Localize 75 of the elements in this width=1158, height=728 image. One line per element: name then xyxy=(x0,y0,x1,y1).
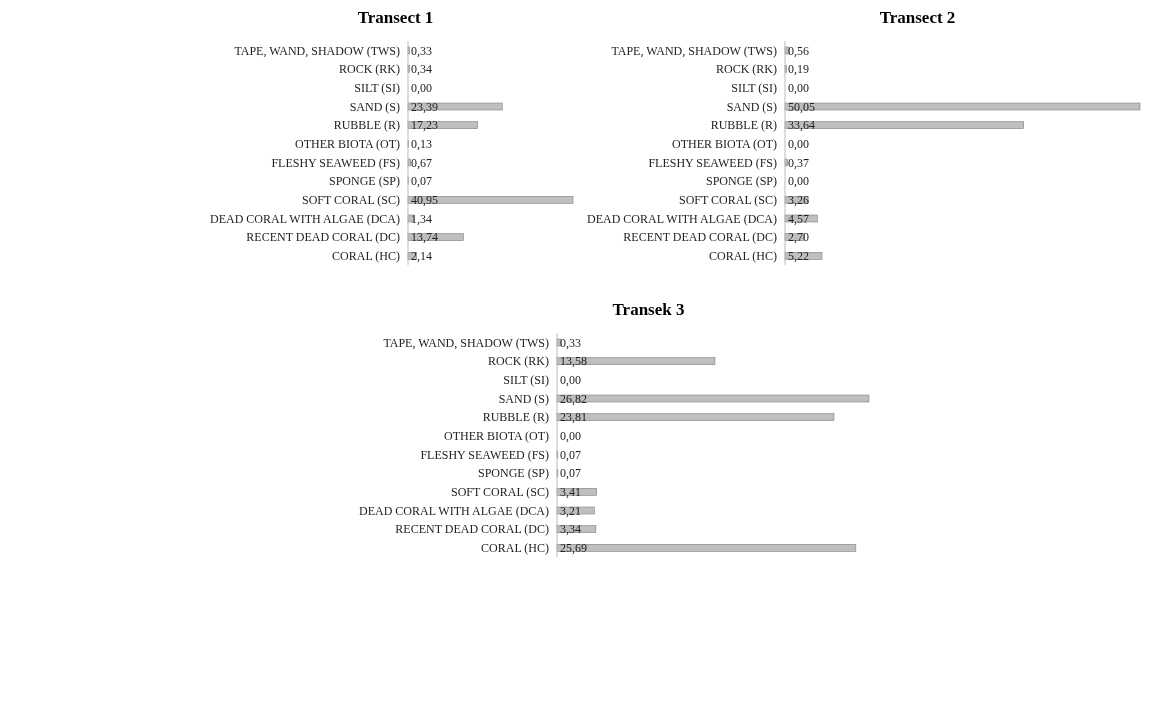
data-label: 0,33 xyxy=(560,335,581,350)
data-label: 0,13 xyxy=(411,137,432,152)
data-label: 40,95 xyxy=(411,193,438,208)
y-tick-label: FLESHY SEAWEED (FS) xyxy=(271,155,400,170)
data-label: 33,64 xyxy=(788,118,815,133)
y-tick-label: SAND (S) xyxy=(349,99,400,114)
y-tick-label: SPONGE (SP) xyxy=(328,174,400,189)
y-tick-label: RECENT DEAD CORAL (DC) xyxy=(395,522,549,537)
y-tick-label: RECENT DEAD CORAL (DC) xyxy=(623,230,777,245)
y-tick-label: SAND (S) xyxy=(498,391,549,406)
y-tick-label: OTHER BIOTA (OT) xyxy=(294,136,400,151)
y-tick-label: RUBBLE (R) xyxy=(333,118,400,133)
y-tick-label: TAPE, WAND, SHADOW (TWS) xyxy=(234,43,400,58)
y-tick-label: SILT (SI) xyxy=(503,372,549,387)
data-label: 26,82 xyxy=(560,391,587,406)
y-tick-label: CORAL (HC) xyxy=(481,540,549,555)
data-label: 50,05 xyxy=(788,99,815,114)
data-label: 4,57 xyxy=(788,211,809,226)
data-label: 3,26 xyxy=(788,193,809,208)
data-label: 1,34 xyxy=(411,211,432,226)
y-tick-label: CORAL (HC) xyxy=(332,248,400,263)
y-tick-label: SPONGE (SP) xyxy=(477,466,549,481)
y-tick-label: TAPE, WAND, SHADOW (TWS) xyxy=(383,335,549,350)
y-tick-label: FLESHY SEAWEED (FS) xyxy=(420,447,549,462)
y-tick-label: SOFT CORAL (SC) xyxy=(450,484,549,499)
y-tick-label: CORAL (HC) xyxy=(709,248,777,263)
y-tick-label: ROCK (RK) xyxy=(338,62,400,77)
data-label: 0,19 xyxy=(788,62,809,77)
data-label: 0,00 xyxy=(788,137,809,152)
data-label: 0,37 xyxy=(788,155,809,170)
y-tick-label: SOFT CORAL (SC) xyxy=(301,192,400,207)
data-label: 3,34 xyxy=(560,522,581,537)
data-label: 0,34 xyxy=(411,62,432,77)
data-label: 0,07 xyxy=(411,174,432,189)
data-label: 0,00 xyxy=(560,373,581,388)
y-tick-label: FLESHY SEAWEED (FS) xyxy=(648,155,777,170)
data-label: 0,00 xyxy=(788,174,809,189)
data-label: 25,69 xyxy=(560,541,587,556)
data-label: 17,23 xyxy=(411,118,438,133)
data-label: 0,00 xyxy=(560,429,581,444)
y-tick-label: SAND (S) xyxy=(726,99,777,114)
y-tick-label: RUBBLE (R) xyxy=(482,410,549,425)
y-tick-label: DEAD CORAL WITH ALGAE (DCA) xyxy=(587,211,777,226)
data-label: 0,00 xyxy=(411,81,432,96)
data-label: 23,39 xyxy=(411,99,438,114)
y-tick-label: SPONGE (SP) xyxy=(705,174,777,189)
data-label: 2,70 xyxy=(788,230,809,245)
y-tick-label: SILT (SI) xyxy=(731,80,777,95)
data-label: 0,67 xyxy=(411,155,432,170)
y-tick-label: DEAD CORAL WITH ALGAE (DCA) xyxy=(359,503,549,518)
y-tick-label: ROCK (RK) xyxy=(487,354,549,369)
y-tick-label: OTHER BIOTA (OT) xyxy=(443,428,549,443)
y-tick-label: RUBBLE (R) xyxy=(710,118,777,133)
data-label: 23,81 xyxy=(560,410,587,425)
y-tick-label: ROCK (RK) xyxy=(715,62,777,77)
data-label: 0,00 xyxy=(788,81,809,96)
y-tick-label: TAPE, WAND, SHADOW (TWS) xyxy=(611,43,777,58)
data-label: 3,41 xyxy=(560,485,581,500)
y-tick-label: SOFT CORAL (SC) xyxy=(678,192,777,207)
chart-title: Transect 2 xyxy=(878,8,957,28)
y-tick-label: DEAD CORAL WITH ALGAE (DCA) xyxy=(210,211,400,226)
data-label: 0,07 xyxy=(560,466,581,481)
data-label: 13,58 xyxy=(560,354,587,369)
data-label: 0,56 xyxy=(788,43,809,58)
data-label: 2,14 xyxy=(411,249,432,264)
data-label: 0,33 xyxy=(411,43,432,58)
data-label: 5,22 xyxy=(788,249,809,264)
y-tick-label: RECENT DEAD CORAL (DC) xyxy=(246,230,400,245)
chart-title: Transek 3 xyxy=(611,300,686,320)
chart-title: Transect 1 xyxy=(356,8,435,28)
data-label: 0,07 xyxy=(560,447,581,462)
y-tick-label: OTHER BIOTA (OT) xyxy=(671,136,777,151)
y-tick-label: SILT (SI) xyxy=(354,80,400,95)
data-label: 13,74 xyxy=(411,230,438,245)
data-label: 3,21 xyxy=(560,503,581,518)
